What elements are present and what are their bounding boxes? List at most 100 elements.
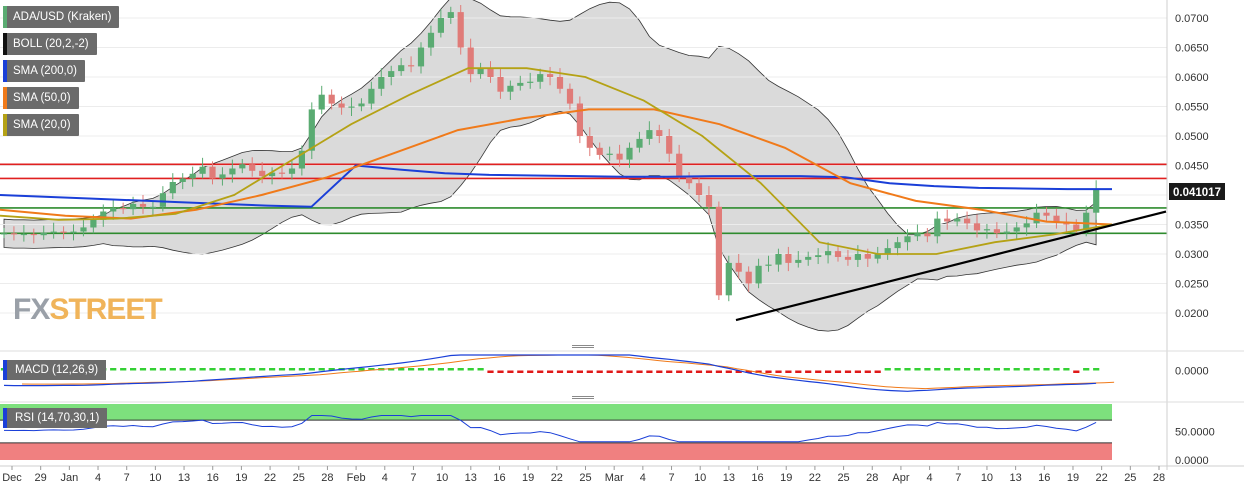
- candle-body: [398, 65, 405, 72]
- candle-body: [596, 147, 603, 155]
- rsi-line: [3, 415, 1097, 443]
- time-tick-label: 7: [955, 472, 961, 484]
- time-tick-label: 4: [95, 472, 101, 484]
- legend-sma50[interactable]: SMA (50,0): [3, 87, 79, 109]
- time-tick-label: 13: [1010, 472, 1022, 484]
- legend-sma50-label: SMA (50,0): [13, 92, 71, 104]
- candle-body: [487, 68, 494, 77]
- macd-histogram-bar: [834, 370, 842, 373]
- macd-histogram-bar: [318, 368, 325, 371]
- rsi-tick-label: 0.0000: [1175, 455, 1209, 467]
- legend-boll[interactable]: BOLL (20,2,-2): [3, 33, 97, 55]
- candle-body: [755, 265, 762, 284]
- time-tick-label: 13: [723, 472, 735, 484]
- time-tick-label: Mar: [605, 472, 624, 484]
- candle-body: [298, 150, 305, 169]
- macd-histogram-bar: [249, 368, 256, 371]
- time-axis: Dec 29 Jan 4 7 10 13 16 19 22 25 28 Feb 4 7 10 13 16 19 22 2…: [0, 465, 1244, 484]
- macd-histogram-bar: [1043, 368, 1050, 371]
- candle-body: [219, 174, 226, 179]
- candle-body: [179, 178, 186, 182]
- legend-sma20[interactable]: SMA (20,0): [3, 114, 79, 136]
- panel-splitter-macd[interactable]: [572, 345, 594, 350]
- time-tick-label: 22: [551, 472, 563, 484]
- candle-body: [894, 242, 901, 249]
- candle-body: [110, 208, 117, 212]
- macd-histogram-bar: [646, 370, 653, 373]
- sma20-line: [0, 67, 1113, 255]
- price-tick-label: 0.0350: [1175, 220, 1209, 232]
- macd-histogram-bar: [427, 368, 435, 371]
- legend-sma200[interactable]: SMA (200,0): [3, 60, 85, 82]
- candle-body: [1023, 223, 1030, 228]
- rsi-panel: 0.0000 50.0000: [0, 401, 1244, 467]
- macd-histogram-bar: [467, 368, 474, 371]
- macd-histogram-bar: [954, 368, 961, 371]
- macd-histogram-bar: [1093, 368, 1100, 371]
- candle-body: [229, 168, 236, 175]
- macd-histogram-bar: [269, 368, 276, 371]
- panel-splitter-rsi[interactable]: [572, 396, 594, 401]
- candle-body: [517, 82, 524, 86]
- legend-pair-swatch: [3, 6, 7, 28]
- candle-body: [566, 88, 574, 104]
- candle-body: [834, 251, 842, 257]
- time-tick-label: 16: [751, 472, 763, 484]
- macd-histogram-bar: [914, 368, 921, 371]
- time-tick-label: 22: [809, 472, 821, 484]
- candle-body: [328, 94, 335, 104]
- last-price-tag: 0.041017: [1169, 183, 1225, 200]
- macd-histogram-bar: [924, 368, 931, 371]
- macd-histogram-bar: [656, 370, 663, 373]
- candle-body: [844, 256, 852, 260]
- macd-histogram-bar: [417, 368, 425, 371]
- candle-body: [993, 229, 1000, 234]
- time-tick-label: Feb: [347, 472, 366, 484]
- macd-histogram-bar: [437, 368, 444, 371]
- candle-body: [1053, 215, 1060, 222]
- price-tick-label: 0.0650: [1175, 43, 1209, 55]
- candle-body: [1043, 212, 1050, 216]
- macd-histogram-bar: [983, 368, 991, 371]
- macd-histogram-bar: [149, 368, 157, 371]
- legend-pair[interactable]: ADA/USD (Kraken): [3, 6, 120, 28]
- time-tick-label: 4: [927, 472, 933, 484]
- candle-body: [437, 18, 444, 33]
- candle-body: [795, 259, 802, 263]
- rsi-tick-label: 50.0000: [1175, 427, 1215, 439]
- trendline: [735, 210, 1167, 322]
- rsi-oversold-zone: [0, 442, 1112, 460]
- candlesticks: [0, 5, 1100, 302]
- macd-histogram-bar: [556, 370, 564, 373]
- macd-histogram-bar: [993, 368, 1000, 371]
- macd-histogram-bar: [328, 368, 335, 371]
- time-tick-label: 25: [293, 472, 305, 484]
- legend-rsi[interactable]: RSI (14,70,30,1): [3, 408, 108, 428]
- candle-body: [139, 203, 147, 207]
- candle-body: [60, 231, 67, 233]
- price-tick-label: 0.0600: [1175, 72, 1209, 84]
- candle-body: [507, 85, 514, 92]
- candle-body: [606, 153, 613, 155]
- macd-histogram-bar: [884, 368, 891, 371]
- candle-body: [259, 170, 266, 177]
- macd-histogram-bar: [725, 370, 732, 373]
- candle-body: [40, 232, 47, 236]
- time-tick-label: 19: [522, 472, 534, 484]
- legend-sma20-label: SMA (20,0): [13, 119, 71, 131]
- legend-sma200-swatch: [3, 60, 7, 82]
- candle-body: [775, 254, 782, 265]
- legend-boll-label: BOLL (20,2,-2): [13, 38, 89, 50]
- candle-body: [20, 233, 27, 236]
- candle-body: [169, 182, 176, 194]
- candle-body: [30, 233, 37, 236]
- candle-body: [1093, 189, 1100, 213]
- macd-histogram-bar: [159, 368, 166, 371]
- candle-body: [626, 147, 633, 160]
- candle-body: [417, 47, 425, 67]
- legend-macd[interactable]: MACD (12,26,9): [3, 360, 107, 380]
- macd-histogram-bar: [120, 368, 127, 371]
- macd-histogram-bar: [785, 370, 792, 373]
- macd-histogram-bar: [229, 368, 236, 371]
